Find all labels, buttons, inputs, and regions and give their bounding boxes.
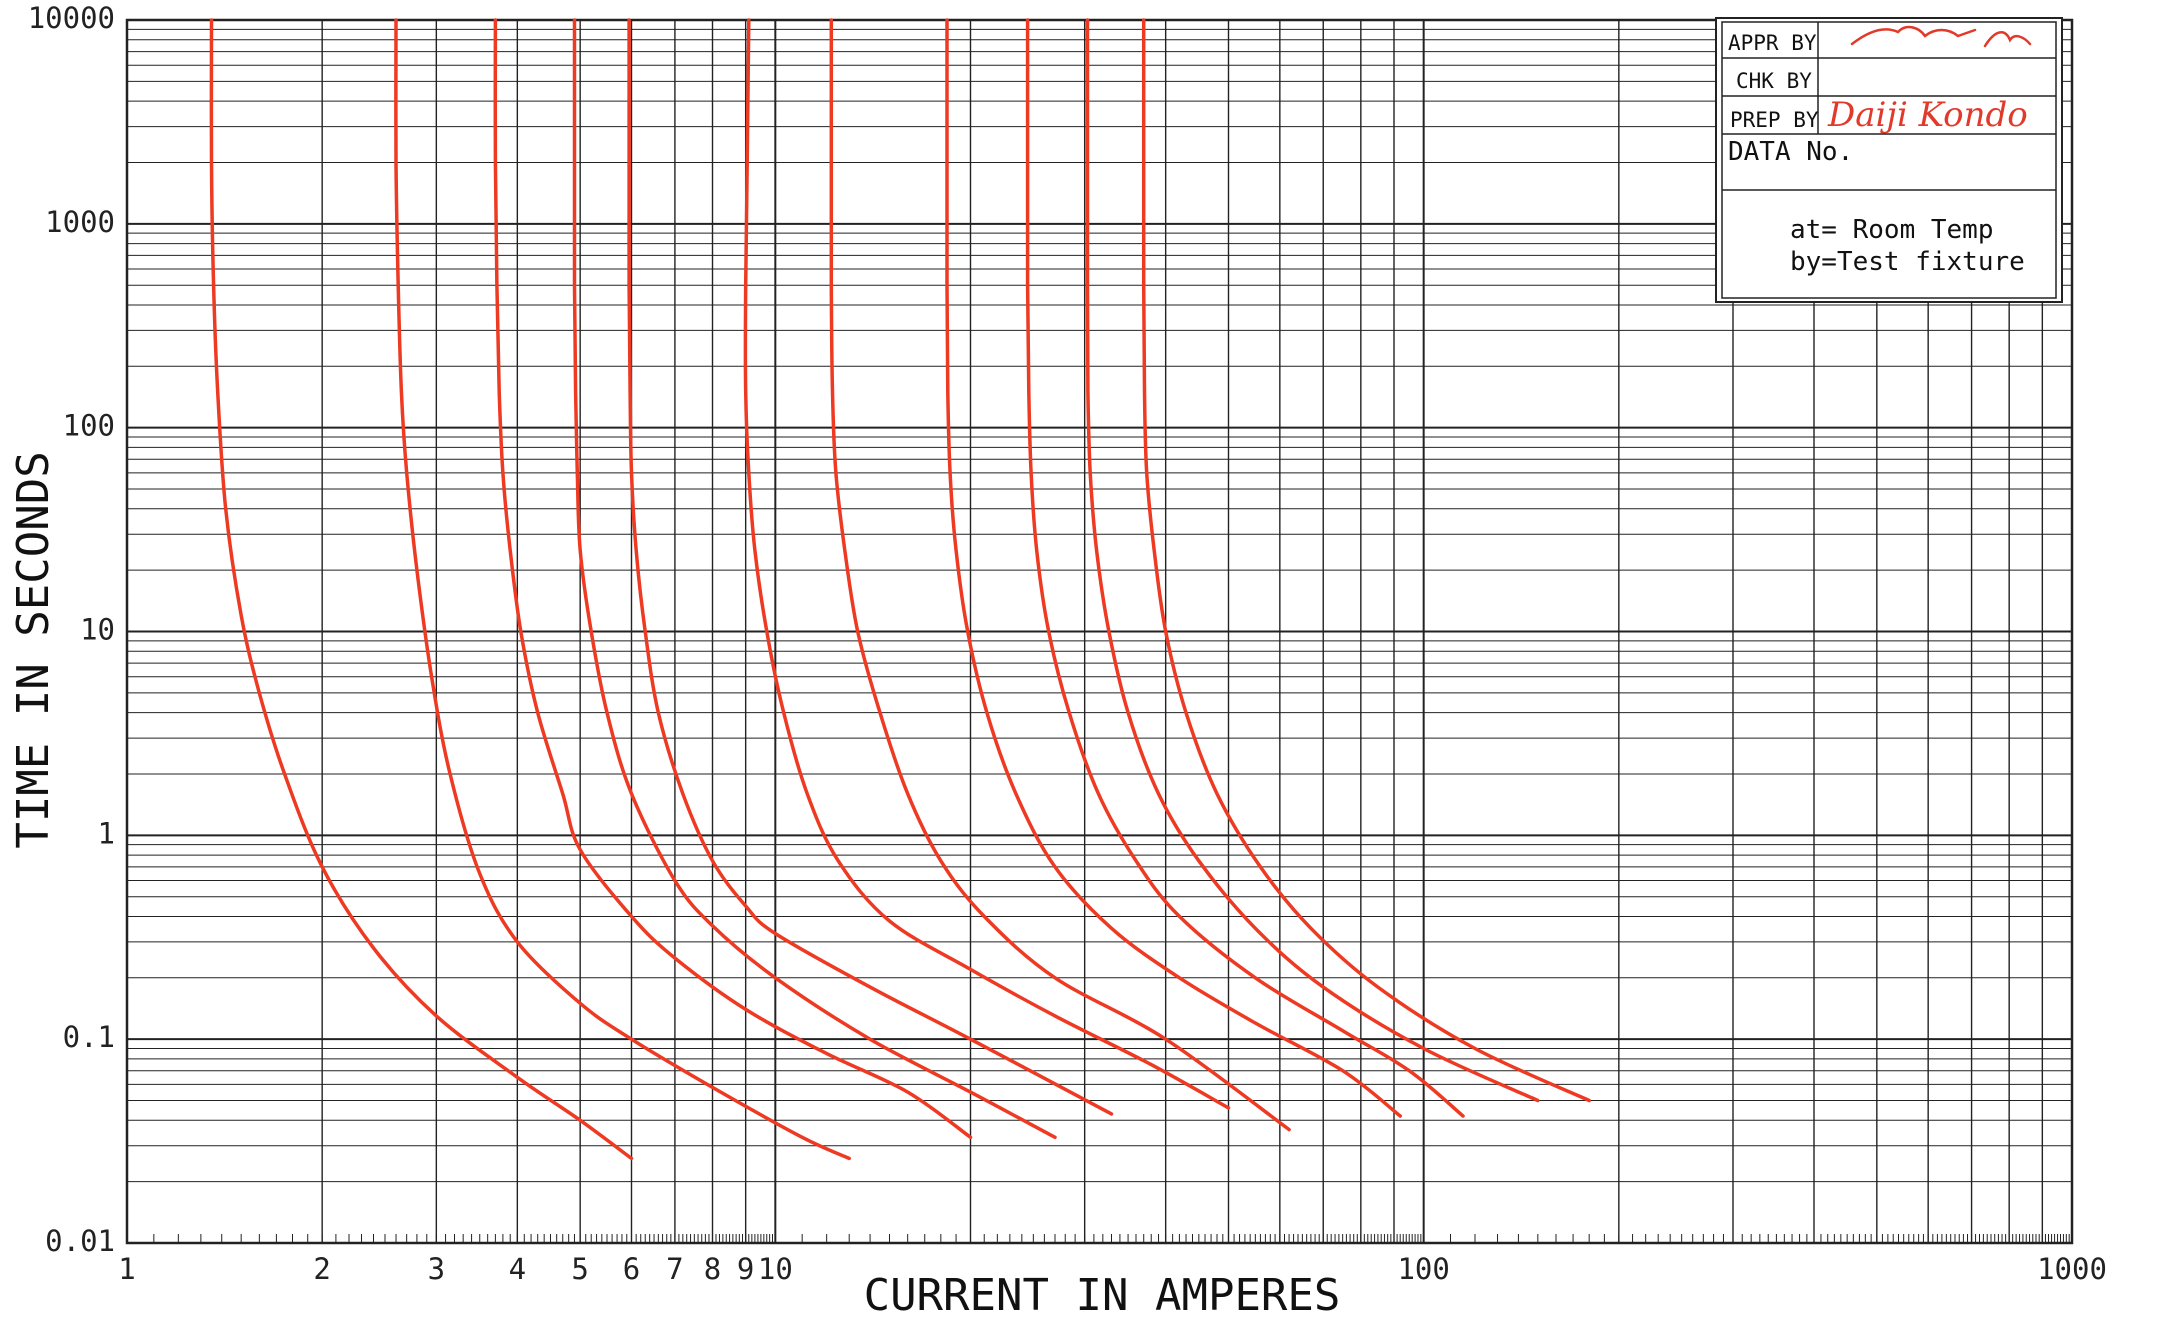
series-curve-2 [394,18,851,1161]
y-tick-label: 1 [98,816,115,850]
prep-signature: Daiji Kondo [1827,95,2028,135]
y-tick-label: 0.1 [63,1020,115,1054]
x-tick-label: 4 [509,1252,526,1286]
y-tick-label: 10 [80,613,115,647]
condition-at: at= Room Temp [1790,215,1994,245]
y-tick-label: 0.01 [45,1224,115,1258]
series-curve-3 [493,18,973,1140]
y-tick-label: 100 [63,409,115,443]
series-curve-10 [1085,18,1540,1103]
y-axis-title: TIME IN SECONDS [8,451,59,848]
title-block-frame [1715,17,2063,303]
series-curve-9 [1025,18,1465,1118]
condition-by: by=Test fixture [1790,247,2025,277]
x-tick-label: 3 [428,1252,445,1286]
title-block-inner-frame [1721,21,2057,299]
x-tick-label: 7 [666,1252,683,1286]
y-tick-label: 1000 [45,205,115,239]
series-curve-11 [1141,18,1591,1103]
x-tick-label: 100 [1397,1252,1449,1286]
series-curve-8 [945,18,1402,1118]
series-curve-7 [829,18,1291,1132]
x-tick-label: 6 [623,1252,640,1286]
series-curve-1 [209,18,634,1161]
series-curve-5 [627,18,1114,1116]
chart-series [209,18,1591,1161]
chart-grid [125,18,2074,1245]
x-tick-label: 1000 [2037,1252,2107,1286]
x-tick-label: 9 [737,1252,754,1286]
prep-by-label: PREP BY [1730,108,1819,132]
x-tick-label: 8 [704,1252,721,1286]
appr-by-label: APPR BY [1728,31,1817,55]
x-tick-label: 1 [118,1252,135,1286]
chk-by-label: CHK BY [1736,69,1812,93]
x-tick-label: 5 [571,1252,588,1286]
x-tick-label: 2 [313,1252,330,1286]
appr-signature [1850,25,2032,48]
series-curve-6 [743,18,1231,1110]
data-no-label: DATA No. [1728,137,1853,167]
series-curve-4 [572,18,1057,1140]
title-block: APPR BY CHK BY PREP BY DATA No. at= Room… [1715,17,2063,303]
x-tick-label: 10 [758,1252,793,1286]
y-tick-label: 10000 [28,1,115,35]
x-axis-title: CURRENT IN AMPERES [864,1270,1341,1321]
